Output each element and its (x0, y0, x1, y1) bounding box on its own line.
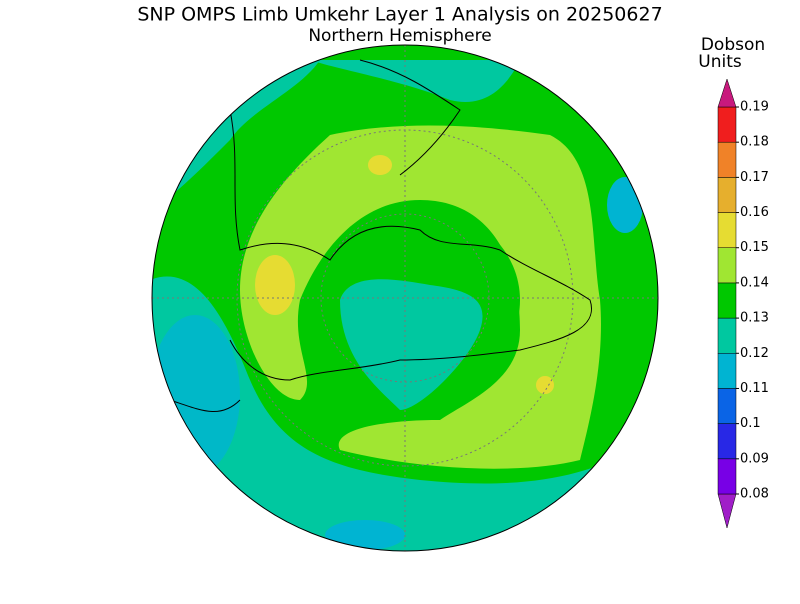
colorbar-tick-label: 0.14 (740, 275, 769, 290)
map-field (152, 276, 658, 551)
map-field (368, 155, 392, 175)
colorbar-tick-label: 0.09 (740, 451, 769, 466)
colorbar-tick-label: 0.16 (740, 205, 769, 220)
map-border (151, 44, 659, 552)
colorbar-label: Dobson (701, 35, 765, 55)
colorbar-tick-label: 0.19 (740, 100, 769, 115)
subtitle: Northern Hemisphere (308, 26, 491, 46)
map-field (325, 520, 405, 550)
colorbar-segment (717, 282, 737, 319)
map-field (152, 315, 240, 475)
colorbar-segment (717, 177, 737, 213)
colorbar-tick-label: 0.12 (740, 346, 769, 361)
map-field (310, 60, 520, 102)
map-field (340, 279, 483, 410)
colorbar-tick-label: 0.11 (740, 381, 769, 396)
coastline (169, 59, 593, 413)
colorbar-tick-label: 0.15 (740, 240, 769, 255)
colorbar-segment (717, 212, 737, 248)
graticule (152, 45, 658, 551)
colorbar-segment (717, 106, 737, 143)
colorbar-tick-label: 0.13 (740, 311, 769, 326)
colorbar-segment (717, 78, 737, 108)
colorbar-tick-label: 0.17 (740, 170, 769, 185)
title: SNP OMPS Limb Umkehr Layer 1 Analysis on… (137, 4, 662, 26)
map-field (240, 125, 601, 469)
colorbar-segment (717, 458, 737, 495)
colorbar-tick-label: 0.1 (740, 416, 761, 431)
map-field (536, 376, 554, 394)
colorbar-segment (717, 493, 737, 529)
map-field (255, 255, 295, 315)
colorbar-tick-label: 0.18 (740, 135, 769, 150)
colorbar-segment (717, 388, 737, 424)
map-field (607, 177, 643, 233)
map (152, 45, 658, 551)
colorbar-segment (717, 423, 737, 460)
colorbar-segment (717, 247, 737, 284)
colorbar-label: Units (698, 52, 742, 72)
colorbar-segment (717, 353, 737, 389)
colorbar-segment (717, 141, 737, 178)
colorbar-tick-label: 0.08 (740, 487, 769, 502)
colorbar-segment (717, 317, 737, 354)
